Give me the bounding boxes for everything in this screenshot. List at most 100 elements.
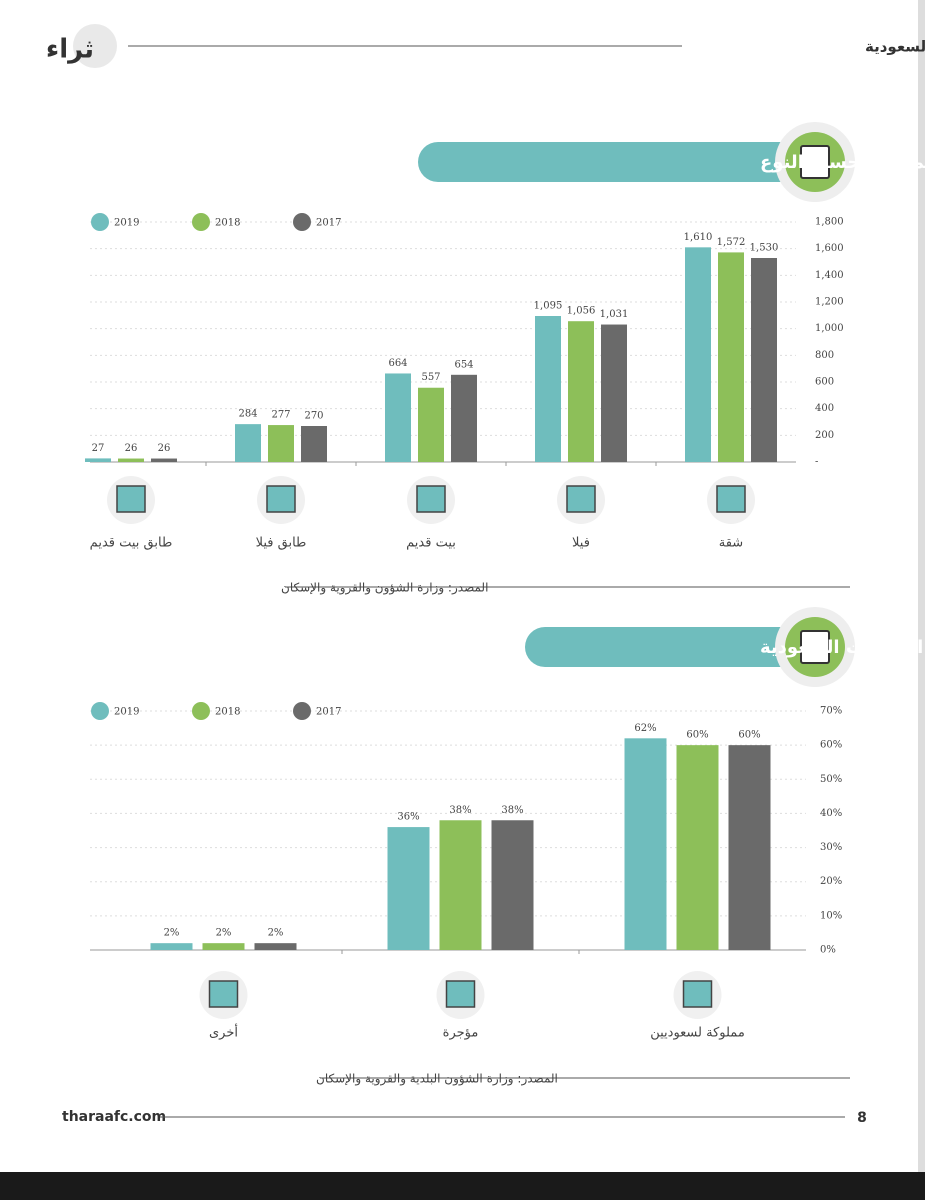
chart-title: العقارات المملوكة /المؤجرة حسب النوع: [760, 152, 925, 173]
site: tharaafc.com: [62, 1109, 166, 1125]
category-label: أخرى: [209, 1024, 238, 1041]
bar: [268, 425, 294, 462]
value-label: 62%: [634, 723, 656, 734]
legend-swatch: [91, 213, 109, 231]
value-label: 2%: [268, 928, 284, 939]
value-label: 2%: [164, 928, 180, 939]
y-tick-label: 1,200: [815, 297, 844, 308]
source: المصدر: وزارة الشؤون والقروية والإسكان: [281, 581, 488, 596]
legend-label: 2017: [316, 218, 341, 229]
category-icon: [716, 485, 746, 513]
category-label: مملوكة لسعوديين: [650, 1026, 745, 1041]
value-label: 1,095: [534, 301, 563, 312]
bar: [728, 745, 771, 950]
value-label: 36%: [397, 812, 419, 823]
category-label: بيت قديم: [406, 536, 456, 551]
value-label: 1,530: [750, 243, 779, 254]
value-label: 284: [238, 409, 257, 420]
bar: [385, 373, 411, 462]
bar: [150, 943, 193, 950]
chart-title: ملكية العقارات السعودية: [760, 637, 925, 658]
y-tick-label: 600: [815, 377, 834, 388]
legend-swatch: [192, 702, 210, 720]
bar: [685, 247, 711, 462]
y-tick-label: 1,400: [815, 270, 844, 281]
bar: [118, 458, 144, 462]
bar: [151, 458, 177, 462]
value-label: 654: [454, 359, 473, 370]
y-tick-label: 60%: [820, 740, 842, 751]
bar: [624, 738, 667, 950]
title-pill: [525, 627, 800, 667]
value-label: 2%: [216, 928, 232, 939]
legend-swatch: [293, 702, 311, 720]
header-title: البورصة العقارية السعودية: [865, 38, 925, 56]
value-label: 27: [92, 443, 105, 454]
value-label: 1,031: [600, 309, 629, 320]
value-label: 1,610: [684, 232, 713, 243]
y-tick-label: -: [815, 457, 818, 468]
bar: [387, 827, 430, 950]
y-tick-label: 1,000: [815, 323, 844, 334]
y-tick-label: 1,800: [815, 217, 844, 228]
y-tick-label: 40%: [820, 808, 842, 819]
bottom-bar: [0, 1172, 925, 1200]
category-icon: [445, 980, 476, 1008]
edge: [918, 0, 925, 1200]
title-pill: [418, 142, 800, 182]
legend-label: 2019: [114, 218, 139, 229]
y-tick-label: 1,600: [815, 243, 844, 254]
y-tick-label: 200: [815, 430, 834, 441]
value-label: 1,572: [717, 237, 746, 248]
title-icon-detail: [800, 630, 830, 664]
value-label: 38%: [501, 805, 523, 816]
y-tick-label: 20%: [820, 876, 842, 887]
y-tick-label: 30%: [820, 842, 842, 853]
bar: [535, 316, 561, 462]
legend-label: 2019: [114, 707, 139, 718]
logo-mark: [73, 24, 117, 68]
y-tick-label: 400: [815, 403, 834, 414]
bar: [676, 745, 719, 950]
title-icon-detail: [800, 145, 830, 179]
bar: [451, 374, 477, 462]
legend-swatch: [91, 702, 109, 720]
value-label: 277: [271, 410, 290, 421]
y-tick-label: 70%: [820, 706, 842, 717]
category-icon: [116, 485, 146, 513]
bar: [418, 387, 444, 462]
y-tick-label: 800: [815, 350, 834, 361]
value-label: 270: [304, 411, 323, 422]
legend-swatch: [293, 213, 311, 231]
value-label: 664: [388, 358, 407, 369]
legend-label: 2017: [316, 707, 341, 718]
legend-label: 2018: [215, 707, 240, 718]
bar: [85, 458, 111, 462]
bar: [491, 820, 534, 950]
bar: [202, 943, 245, 950]
source: المصدر: وزارة الشؤون البلدية والقروية وا…: [316, 1072, 558, 1087]
value-label: 26: [158, 443, 171, 454]
y-tick-label: 50%: [820, 774, 842, 785]
bar: [568, 321, 594, 462]
category-icon: [208, 980, 239, 1008]
bar: [718, 252, 744, 462]
category-icon: [566, 485, 596, 513]
y-tick-label: 0%: [820, 945, 836, 956]
value-label: 26: [125, 443, 138, 454]
value-label: 38%: [449, 805, 471, 816]
y-tick-label: 10%: [820, 910, 842, 921]
bar: [254, 943, 297, 950]
category-label: شقة: [719, 536, 743, 551]
bar: [751, 258, 777, 462]
bar: [235, 424, 261, 462]
value-label: 557: [421, 372, 440, 383]
category-icon: [682, 980, 713, 1008]
value-label: 60%: [686, 730, 708, 741]
category-label: طابق فيلا: [256, 536, 307, 551]
value-label: 60%: [738, 730, 760, 741]
bar: [439, 820, 482, 950]
logo: ثراء: [46, 35, 94, 65]
category-label: فيلا: [572, 536, 590, 551]
